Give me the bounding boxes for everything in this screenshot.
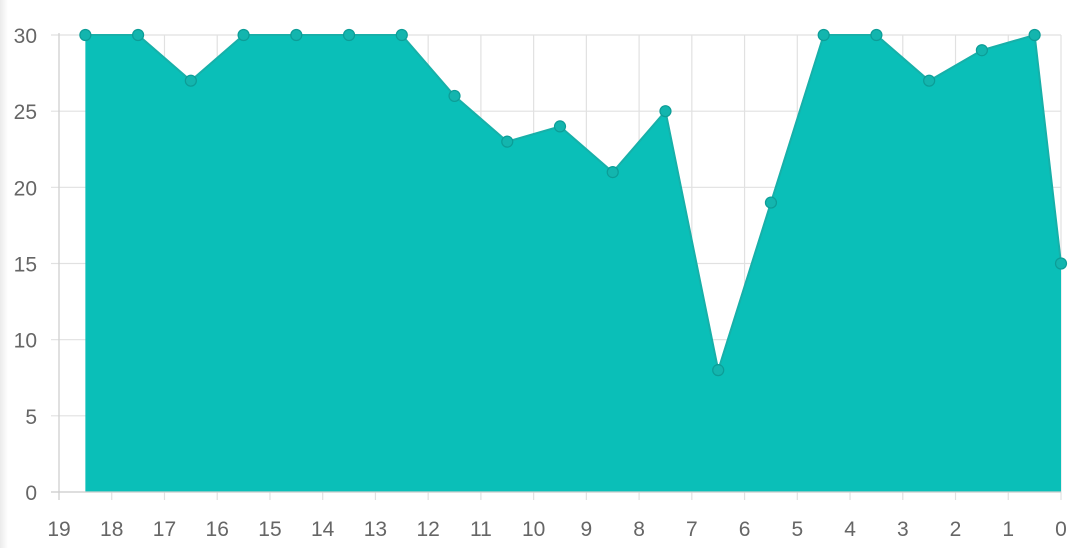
- data-point[interactable]: [501, 135, 514, 148]
- x-tick-label: 17: [153, 518, 176, 541]
- x-tick-label: 4: [844, 518, 856, 541]
- data-point[interactable]: [712, 364, 725, 377]
- left-edge-shadow: [0, 0, 8, 548]
- x-tick-label: 8: [633, 518, 645, 541]
- data-point[interactable]: [553, 120, 567, 133]
- y-tick-label: 15: [14, 254, 37, 277]
- x-tick-label: 11: [470, 518, 492, 541]
- data-point[interactable]: [659, 105, 672, 118]
- data-point[interactable]: [237, 28, 250, 42]
- data-point[interactable]: [975, 44, 988, 57]
- y-tick-label: 20: [14, 177, 37, 200]
- data-point[interactable]: [764, 196, 778, 209]
- x-tick-label: 10: [522, 518, 545, 541]
- area-series: [85, 34, 1062, 492]
- x-tick-label: 15: [258, 518, 281, 541]
- x-tick-label: 14: [311, 518, 335, 541]
- x-tick-label: 12: [416, 518, 439, 541]
- data-point[interactable]: [184, 74, 197, 87]
- data-point[interactable]: [79, 28, 92, 42]
- x-tick-label: 19: [47, 518, 70, 541]
- y-tick-label: 0: [25, 482, 37, 505]
- data-point[interactable]: [870, 28, 883, 42]
- data-point[interactable]: [1028, 28, 1041, 42]
- x-tick-label: 6: [739, 518, 751, 541]
- y-tick-label: 5: [25, 406, 37, 429]
- y-tick-label: 10: [14, 330, 37, 353]
- x-tick-label: 2: [950, 518, 962, 541]
- area-fill: [85, 35, 1062, 492]
- x-tick-label: 16: [206, 518, 229, 541]
- data-point[interactable]: [606, 166, 619, 179]
- data-point[interactable]: [817, 28, 830, 42]
- data-point[interactable]: [923, 74, 936, 87]
- data-points: [79, 28, 1068, 377]
- x-tick-label: 5: [791, 518, 803, 541]
- data-point[interactable]: [290, 28, 303, 42]
- data-point[interactable]: [1054, 257, 1068, 270]
- data-point[interactable]: [395, 28, 408, 42]
- x-tick-label: 18: [100, 518, 123, 541]
- x-tick-label: 0: [1055, 518, 1067, 541]
- x-tick-label: 1: [1002, 518, 1014, 541]
- x-tick-label: 3: [897, 518, 909, 541]
- y-tick-label: 25: [14, 101, 37, 124]
- data-point[interactable]: [132, 28, 145, 42]
- x-tick-label: 9: [581, 518, 593, 541]
- series-line: [85, 34, 1062, 372]
- data-point[interactable]: [342, 28, 356, 42]
- x-tick-label: 7: [686, 518, 698, 541]
- y-tick-label: 30: [14, 25, 37, 48]
- x-tick-label: 13: [364, 518, 387, 541]
- data-point[interactable]: [448, 89, 461, 103]
